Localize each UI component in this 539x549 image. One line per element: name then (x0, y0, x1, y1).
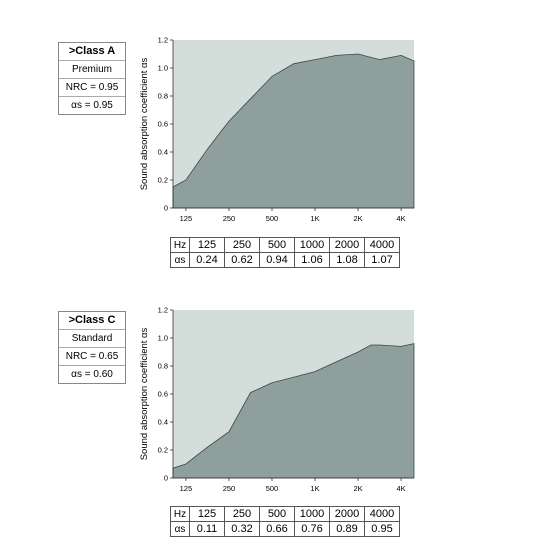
y-axis-label: Sound absorption coefficient αs (139, 57, 150, 190)
x-tick-label: 1K (310, 214, 319, 223)
grade-label: Standard (59, 330, 125, 348)
hz-cell: 500 (259, 237, 295, 253)
absorption-area (172, 53, 415, 209)
y-tick-label: 0.4 (158, 418, 168, 427)
y-tick-label: 1.0 (158, 64, 168, 73)
x-tick-label: 1K (310, 484, 319, 493)
y-tick-label: 0.2 (158, 446, 168, 455)
alpha-cell: 0.24 (189, 252, 225, 268)
y-tick-label: 0.6 (158, 120, 168, 129)
alpha-cell: 0.94 (259, 252, 295, 268)
hz-cell: 1000 (294, 237, 330, 253)
y-tick-label: 1.0 (158, 334, 168, 343)
hz-cell: 2000 (329, 237, 365, 253)
hz-cell: 250 (224, 506, 260, 522)
alpha-row: αs 0.24 0.62 0.94 1.06 1.08 1.07 (170, 252, 400, 268)
x-tick-label: 4K (396, 214, 405, 223)
hz-row: Hz 125 250 500 1000 2000 4000 (170, 237, 400, 253)
hz-cell: 125 (189, 506, 225, 522)
x-tick-label: 125 (180, 214, 193, 223)
absorption-area (172, 343, 415, 479)
alpha-cell: 0.95 (364, 521, 400, 537)
hz-cell: 4000 (364, 237, 400, 253)
data-table: Hz 125 250 500 1000 2000 4000 αs 0.11 0.… (170, 506, 400, 537)
hz-cell: 500 (259, 506, 295, 522)
alpha-header: αs (170, 521, 190, 537)
alpha-cell: 1.08 (329, 252, 365, 268)
x-tick-label: 500 (266, 484, 279, 493)
x-tick-label: 250 (223, 484, 236, 493)
y-tick-label: 0 (164, 474, 168, 483)
class-label: >Class C (59, 312, 125, 330)
class-label: >Class A (59, 43, 125, 61)
y-tick-label: 0.4 (158, 148, 168, 157)
y-tick-label: 0.8 (158, 92, 168, 101)
absorption-chart: 0 0.2 0.4 0.6 0.8 1.0 1.2 125 250 500 1K 2K 4K Sound … (139, 36, 415, 223)
hz-cell: 4000 (364, 506, 400, 522)
hz-cell: 1000 (294, 506, 330, 522)
x-tick-label: 4K (396, 484, 405, 493)
x-tick-label: 500 (266, 214, 279, 223)
alpha-row: αs 0.11 0.32 0.66 0.76 0.89 0.95 (170, 521, 400, 537)
alpha-cell: 0.89 (329, 521, 365, 537)
hz-row: Hz 125 250 500 1000 2000 4000 (170, 506, 400, 522)
y-tick-label: 0.8 (158, 362, 168, 371)
alpha-cell: 0.62 (224, 252, 260, 268)
chart-panel-class-c: >Class C Standard NRC = 0.65 αs = 0.60 0… (0, 270, 539, 540)
alpha-label: αs = 0.95 (71, 100, 113, 111)
alpha-header: αs (170, 252, 190, 268)
y-tick-label: 1.2 (158, 306, 168, 315)
y-tick-label: 0 (164, 204, 168, 213)
y-tick-label: 1.2 (158, 36, 168, 45)
hz-header: Hz (170, 237, 190, 253)
hz-header: Hz (170, 506, 190, 522)
x-tick-label: 2K (353, 484, 362, 493)
grade-label: Premium (59, 61, 125, 79)
x-tick-label: 125 (180, 484, 193, 493)
x-tick-label: 250 (223, 214, 236, 223)
class-info-box: >Class A Premium NRC = 0.95 αs = 0.95 (58, 42, 126, 115)
alpha-cell: 0.32 (224, 521, 260, 537)
hz-cell: 2000 (329, 506, 365, 522)
absorption-chart: 0 0.2 0.4 0.6 0.8 1.0 1.2 125 250 500 1K 2K 4K Sound … (139, 306, 415, 493)
x-tick-label: 2K (353, 214, 362, 223)
alpha-cell: 0.76 (294, 521, 330, 537)
alpha-cell: 1.06 (294, 252, 330, 268)
nrc-label: NRC = 0.65 (59, 348, 125, 366)
data-table: Hz 125 250 500 1000 2000 4000 αs 0.24 0.… (170, 237, 400, 268)
alpha-cell: 1.07 (364, 252, 400, 268)
alpha-cell: 0.66 (259, 521, 295, 537)
alpha-label: αs = 0.60 (71, 369, 113, 380)
nrc-label: NRC = 0.95 (59, 79, 125, 97)
y-tick-label: 0.6 (158, 390, 168, 399)
hz-cell: 250 (224, 237, 260, 253)
class-info-box: >Class C Standard NRC = 0.65 αs = 0.60 (58, 311, 126, 384)
y-axis-label: Sound absorption coefficient αs (139, 327, 150, 460)
hz-cell: 125 (189, 237, 225, 253)
y-tick-label: 0.2 (158, 176, 168, 185)
alpha-cell: 0.11 (189, 521, 225, 537)
